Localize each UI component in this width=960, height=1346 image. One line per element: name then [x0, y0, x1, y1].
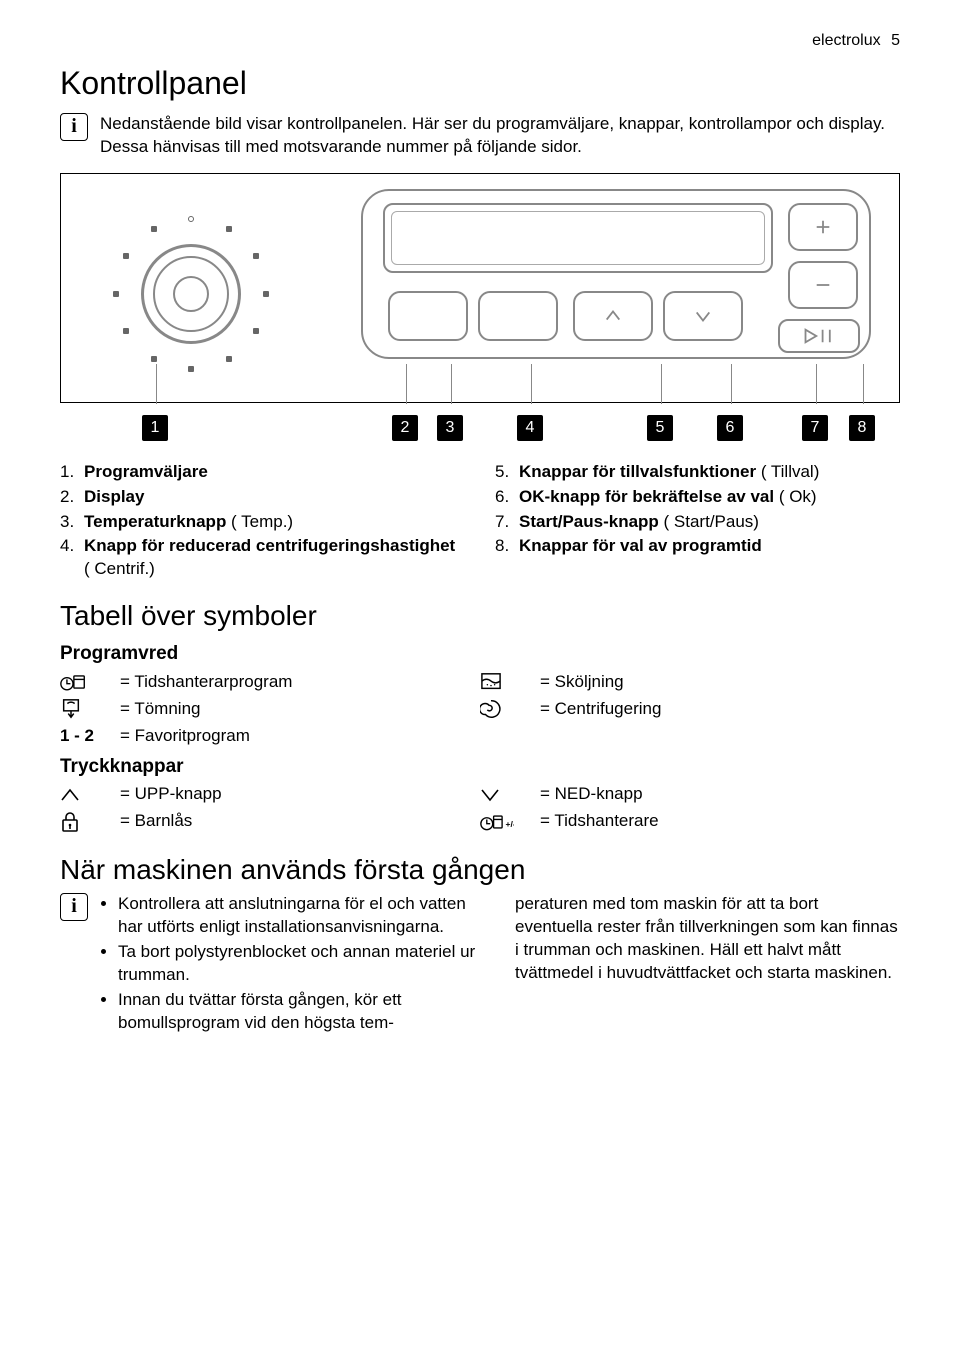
panel-button-4	[478, 291, 558, 341]
legend-item: 1.Programväljare	[60, 461, 465, 484]
symbol-icon	[60, 698, 120, 720]
legend-item: 6.OK-knapp för bekräftelse av val ( Ok)	[495, 486, 900, 509]
diagram-number-labels: 12345678	[60, 415, 900, 443]
symbol-icon	[60, 786, 120, 804]
first-use-bullet: Kontrollera att anslutningarna för el oc…	[118, 893, 485, 939]
symbol-row: = Tömning = Centrifugering	[60, 698, 900, 721]
diagram-label-1: 1	[142, 415, 168, 441]
symbols-title: Tabell över symboler	[60, 597, 900, 635]
legend-item: 4.Knapp för reducerad centrifugeringshas…	[60, 535, 465, 581]
control-panel-diagram	[60, 173, 900, 403]
diagram-label-4: 4	[517, 415, 543, 441]
legend-left-list: 1.Programväljare2.Display3.Temperaturkna…	[60, 461, 465, 582]
symbol-icon: +/-	[480, 812, 540, 832]
page-header: electrolux 5	[60, 30, 900, 52]
lcd-display	[383, 203, 773, 273]
first-use-bullet: Innan du tvättar första gången, kör ett …	[118, 989, 485, 1035]
display-cluster	[361, 189, 871, 359]
symbol-label: = Barnlås	[120, 810, 192, 833]
first-use-block: i Kontrollera att anslutningarna för el …	[60, 893, 900, 1051]
diagram-label-5: 5	[647, 415, 673, 441]
symbol-label: = UPP-knapp	[120, 783, 222, 806]
tryck-table: = UPP-knapp = NED-knapp = Barnlås +/- = Tids…	[60, 783, 900, 833]
symbol-label: = NED-knapp	[540, 783, 643, 806]
program-dial	[101, 204, 281, 384]
diagram-label-8: 8	[849, 415, 875, 441]
symbol-label: = Tidshanterare	[540, 810, 659, 833]
panel-button-minus	[788, 261, 858, 309]
panel-button-6	[663, 291, 743, 341]
diagram-label-6: 6	[717, 415, 743, 441]
intro-text: Nedanstående bild visar kontrollpanelen.…	[100, 113, 900, 159]
symbol-label: = Tömning	[120, 698, 200, 721]
symbol-icon	[480, 786, 540, 804]
page-number: 5	[891, 32, 900, 49]
programvred-heading: Programvred	[60, 641, 900, 667]
panel-button-5	[573, 291, 653, 341]
info-icon: i	[60, 893, 88, 921]
symbol-row: 1 - 2= Favoritprogram	[60, 725, 900, 748]
intro-block: i Nedanstående bild visar kontrollpanele…	[60, 113, 900, 159]
symbol-icon	[480, 698, 540, 720]
symbol-label: = Tidshanterarprogram	[120, 671, 292, 694]
symbol-row: = Barnlås +/- = Tidshanterare	[60, 810, 900, 833]
legend-item: 3.Temperaturknapp ( Temp.)	[60, 511, 465, 534]
panel-button-play	[778, 319, 860, 353]
symbol-icon	[60, 672, 120, 692]
symbol-row: = Tidshanterarprogram = Sköljning	[60, 671, 900, 694]
diagram-label-2: 2	[392, 415, 418, 441]
tryck-heading: Tryckknappar	[60, 754, 900, 780]
symbol-icon	[60, 811, 120, 833]
legend-item: 5.Knappar för tillvalsfunktioner ( Tillv…	[495, 461, 900, 484]
svg-text:+/-: +/-	[506, 819, 515, 829]
brand-text: electrolux	[812, 32, 880, 49]
panel-button-3	[388, 291, 468, 341]
legend-right-list: 5.Knappar för tillvalsfunktioner ( Tillv…	[495, 461, 900, 559]
symbol-icon	[480, 672, 540, 692]
symbol-label: = Centrifugering	[540, 698, 661, 721]
first-use-bullet: Ta bort polystyrenblocket och annan mate…	[118, 941, 485, 987]
legend-item: 7.Start/Paus-knapp ( Start/Paus)	[495, 511, 900, 534]
panel-button-plus	[788, 203, 858, 251]
diagram-label-7: 7	[802, 415, 828, 441]
symbol-icon: 1 - 2	[60, 725, 120, 748]
first-use-right-text: peraturen med tom maskin för att ta bort…	[515, 893, 900, 1037]
programvred-table: = Tidshanterarprogram = Sköljning = Tömnin…	[60, 671, 900, 748]
first-use-title: När maskinen används första gången	[60, 851, 900, 889]
diagram-label-3: 3	[437, 415, 463, 441]
section-title: Kontrollpanel	[60, 62, 900, 105]
symbol-label: = Sköljning	[540, 671, 624, 694]
info-icon: i	[60, 113, 88, 141]
symbol-label: = Favoritprogram	[120, 725, 250, 748]
legend-lists: 1.Programväljare2.Display3.Temperaturkna…	[60, 461, 900, 584]
legend-item: 2.Display	[60, 486, 465, 509]
legend-item: 8.Knappar för val av programtid	[495, 535, 900, 558]
symbol-row: = UPP-knapp = NED-knapp	[60, 783, 900, 806]
first-use-bullets: Kontrollera att anslutningarna för el oc…	[100, 893, 485, 1035]
